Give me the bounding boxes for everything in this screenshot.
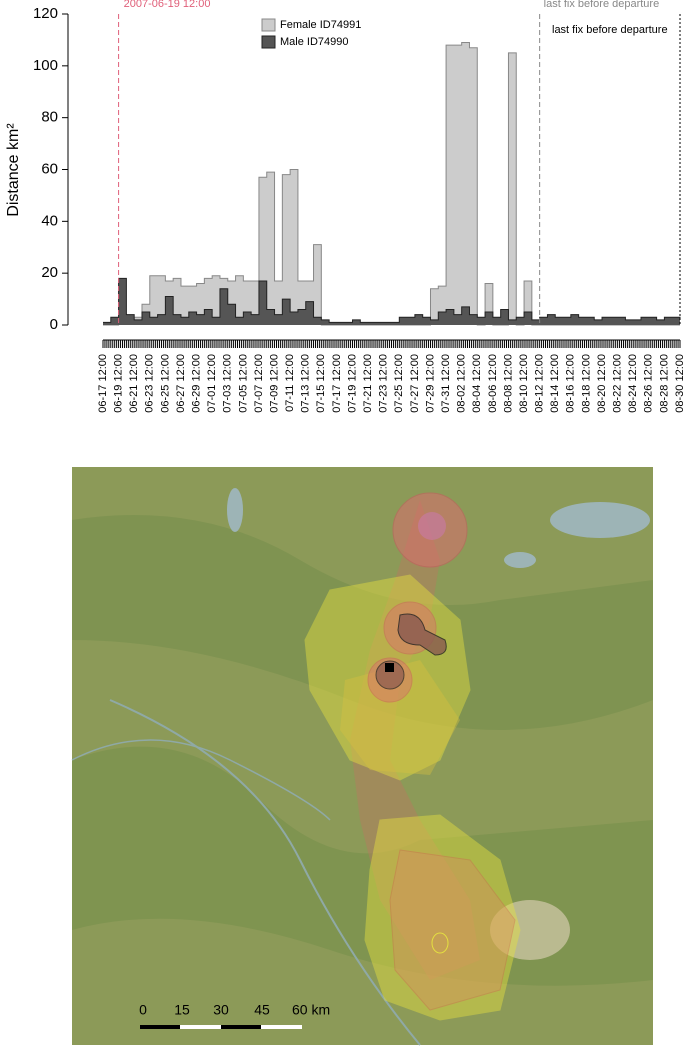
- x-tick-label: 07-03 12:00: [222, 354, 234, 413]
- legend-label: Male ID74990: [280, 36, 349, 48]
- annotation-label: 2007-06-19 12:00: [124, 0, 211, 10]
- x-tick-label: 07-09 12:00: [268, 354, 280, 413]
- annotation-label: last fix before departure: [544, 0, 660, 10]
- scale-bar: [140, 1025, 180, 1029]
- legend-swatch: [261, 18, 276, 32]
- x-tick-label: 08-22 12:00: [612, 354, 624, 413]
- home-range: [340, 660, 460, 775]
- core-area: [431, 932, 449, 954]
- river: [109, 699, 421, 1046]
- x-tick-label: 08-02 12:00: [456, 354, 468, 413]
- x-tick-label: 07-07 12:00: [253, 354, 265, 413]
- scale-bar: [180, 1025, 221, 1029]
- x-tick-label: 08-30 12:00: [674, 354, 685, 413]
- scale-label: 60 km: [292, 1002, 330, 1018]
- x-tick-label: 07-19 12:00: [346, 354, 358, 413]
- map: 0 15 30 45 60 km: [71, 467, 653, 1046]
- x-tick-label: 08-06 12:00: [487, 354, 499, 413]
- scale-label: 15: [174, 1002, 190, 1018]
- y-tick-label: 80: [41, 109, 58, 126]
- lake: [504, 552, 536, 568]
- lake: [227, 488, 243, 532]
- forest: [72, 515, 653, 730]
- area-edge: [103, 42, 680, 326]
- area-edge: [103, 277, 681, 323]
- x-tick-label: 07-01 12:00: [206, 354, 218, 413]
- x-tick-label: 08-14 12:00: [549, 354, 561, 413]
- scale-label: 45: [254, 1002, 270, 1018]
- home-range: [389, 849, 516, 1011]
- x-tick-label: 06-23 12:00: [144, 354, 156, 413]
- x-tick-label: 07-17 12:00: [331, 354, 343, 413]
- x-tick-label: 08-18 12:00: [580, 354, 592, 413]
- scale-label: 0: [139, 1002, 147, 1018]
- y-tick-label: 120: [33, 5, 58, 22]
- core-area: [397, 613, 447, 656]
- x-tick-label: 06-25 12:00: [159, 354, 171, 413]
- track: [350, 500, 480, 980]
- x-tick-label: 06-19 12:00: [113, 354, 125, 413]
- x-tick-label: 07-21 12:00: [362, 354, 374, 413]
- x-tick-label: 07-31 12:00: [440, 354, 452, 413]
- y-tick-label: 0: [50, 316, 58, 333]
- area: [103, 42, 680, 326]
- x-tick-label: 08-08 12:00: [502, 354, 514, 413]
- legend-label: Female ID74991: [280, 19, 361, 31]
- legend-swatch: [261, 35, 276, 49]
- x-tick-label: 07-23 12:00: [378, 354, 390, 413]
- nest: [385, 663, 394, 672]
- lake: [550, 502, 650, 538]
- x-tick-label: 08-20 12:00: [596, 354, 608, 413]
- x-tick-label: 08-10 12:00: [518, 354, 530, 413]
- x-tick-label: 08-26 12:00: [643, 354, 655, 413]
- annotation-label: last fix before departure: [552, 24, 668, 36]
- y-tick-label: 100: [33, 57, 58, 74]
- x-tick-label: 08-24 12:00: [627, 354, 639, 413]
- y-tick-label: 40: [41, 212, 58, 229]
- x-tick-label: 07-05 12:00: [237, 354, 249, 413]
- x-tick-label: 08-16 12:00: [565, 354, 577, 413]
- x-tick-label: 08-12 12:00: [534, 354, 546, 413]
- x-tick-label: 08-04 12:00: [471, 354, 483, 413]
- y-tick-label: 20: [41, 264, 58, 281]
- core-area: [375, 660, 405, 690]
- x-tick-label: 07-27 12:00: [409, 354, 421, 413]
- x-tick-label: 08-28 12:00: [658, 354, 670, 413]
- x-tick-label: 07-25 12:00: [393, 354, 405, 413]
- town: [490, 900, 570, 960]
- y-tick-label: 60: [41, 160, 58, 177]
- home-range: [364, 814, 521, 1021]
- x-tick-label: 06-17 12:00: [97, 354, 109, 413]
- y-axis-label: Distance km²: [5, 123, 22, 217]
- x-tick-label: 06-29 12:00: [190, 354, 202, 413]
- x-tick-label: 07-11 12:00: [284, 354, 296, 412]
- scale-label: 30: [213, 1002, 229, 1018]
- x-tick-label: 06-21 12:00: [128, 354, 140, 413]
- area: [103, 278, 680, 325]
- scale-bar: [261, 1025, 302, 1029]
- river: [71, 739, 331, 821]
- x-tick-label: 07-29 12:00: [424, 354, 436, 413]
- x-tick-label: 07-15 12:00: [315, 354, 327, 413]
- x-tick-label: 07-13 12:00: [300, 354, 312, 413]
- x-tick-label: 06-27 12:00: [175, 354, 187, 413]
- scale-bar: [221, 1025, 261, 1029]
- home-range: [418, 512, 446, 540]
